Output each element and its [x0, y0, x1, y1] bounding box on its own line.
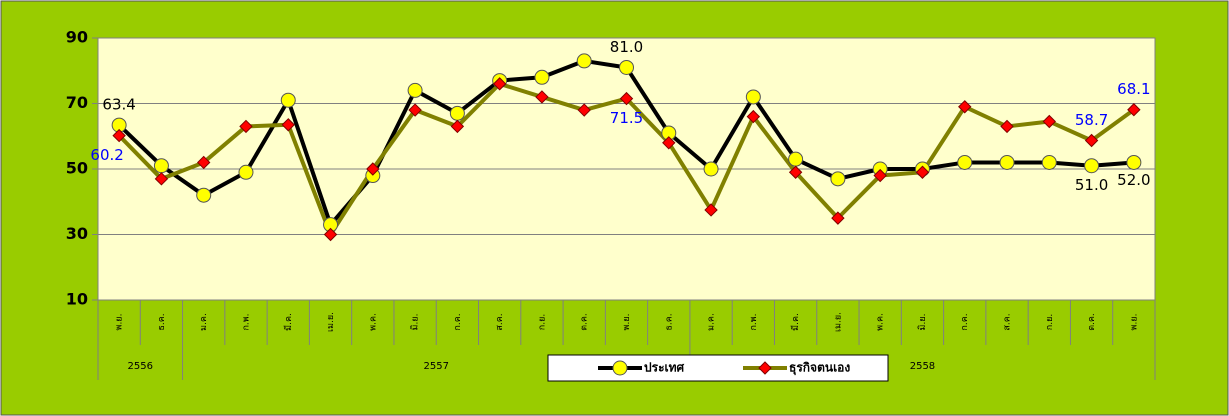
point — [999, 154, 1015, 170]
data-label: 81.0 — [610, 38, 643, 56]
point — [745, 89, 761, 105]
point — [280, 92, 296, 108]
point — [153, 158, 169, 174]
point — [703, 161, 719, 177]
data-label: 52.0 — [1117, 171, 1150, 189]
point — [1127, 103, 1141, 117]
x-tick-label: ต.ค. — [580, 313, 590, 331]
data-label: 63.4 — [102, 96, 135, 114]
point — [746, 109, 761, 124]
x-tick-label: ก.ย. — [1045, 314, 1055, 330]
x-tick-label: มี.ค. — [790, 313, 801, 331]
y-tick-label: 10 — [66, 290, 88, 309]
point — [112, 128, 126, 143]
y-tick-label: 90 — [66, 28, 88, 47]
x-tick-label: พ.ค. — [876, 313, 886, 331]
point — [239, 119, 253, 134]
point — [1126, 154, 1142, 170]
point — [323, 227, 338, 242]
point — [407, 82, 423, 98]
point — [619, 59, 634, 75]
point — [154, 172, 169, 186]
legend-label: ประเทศ — [644, 361, 685, 375]
point — [1084, 133, 1099, 148]
point — [1041, 154, 1057, 170]
data-label: 58.7 — [1075, 111, 1108, 129]
point — [576, 53, 592, 69]
legend-label: ธุรกิจตนเอง — [789, 361, 850, 376]
point — [1000, 119, 1014, 134]
point — [788, 165, 803, 179]
x-tick-label: มี.ค. — [283, 313, 294, 331]
x-tick-label: พ.ย. — [115, 314, 125, 331]
data-label: 60.2 — [90, 146, 123, 164]
x-tick-label: เม.ย. — [326, 312, 336, 332]
point — [450, 119, 465, 134]
point — [704, 203, 718, 217]
point — [196, 187, 212, 203]
year-label: 2557 — [424, 361, 449, 372]
x-tick-label: ม.ค. — [707, 313, 717, 331]
x-tick-label: ส.ค. — [495, 313, 505, 330]
point — [831, 211, 845, 225]
x-tick-label: ก.พ. — [241, 313, 251, 330]
x-tick-label: ธ.ค. — [157, 313, 167, 330]
point — [662, 136, 676, 150]
y-tick-label: 50 — [66, 159, 88, 178]
point — [1084, 158, 1100, 174]
point — [577, 103, 591, 117]
x-tick-label: มิ.ย. — [410, 314, 421, 331]
x-tick-label: พ.ค. — [368, 313, 378, 331]
x-tick-label: พ.ย. — [1129, 314, 1139, 331]
x-tick-label: ก.พ. — [749, 313, 759, 330]
point — [619, 91, 634, 106]
point — [958, 100, 972, 114]
point — [915, 165, 930, 179]
point — [449, 105, 465, 121]
point — [535, 90, 549, 104]
point — [366, 162, 380, 176]
point — [957, 154, 973, 170]
y-tick-label: 30 — [66, 224, 88, 243]
point — [281, 118, 295, 132]
x-tick-label: ธ.ค. — [664, 313, 674, 330]
point — [612, 360, 628, 376]
x-tick-label: ต.ค. — [1087, 313, 1097, 331]
x-tick-label: พ.ย. — [622, 314, 632, 331]
point — [408, 103, 422, 117]
x-tick-label: ส.ค. — [1003, 313, 1013, 330]
x-tick-label: เม.ย. — [833, 312, 843, 332]
x-tick-label: มิ.ย. — [917, 314, 928, 331]
point — [238, 164, 254, 180]
data-label: 68.1 — [1117, 80, 1150, 98]
x-tick-label: ก.ค. — [453, 313, 463, 330]
x-tick-label: ก.ย. — [537, 314, 547, 330]
point — [873, 168, 887, 183]
data-label: 71.5 — [610, 109, 643, 127]
point — [788, 151, 804, 167]
x-tick-label: ก.ค. — [960, 313, 970, 330]
point — [1042, 114, 1057, 129]
year-label: 2556 — [128, 361, 153, 372]
x-tick-label: ม.ค. — [199, 313, 209, 331]
year-label: 2558 — [910, 361, 935, 372]
data-label: 51.0 — [1075, 176, 1108, 194]
point — [534, 69, 550, 85]
point — [758, 361, 772, 375]
point — [830, 171, 846, 187]
point — [492, 77, 507, 91]
y-tick-label: 70 — [66, 93, 88, 112]
point — [196, 155, 211, 170]
